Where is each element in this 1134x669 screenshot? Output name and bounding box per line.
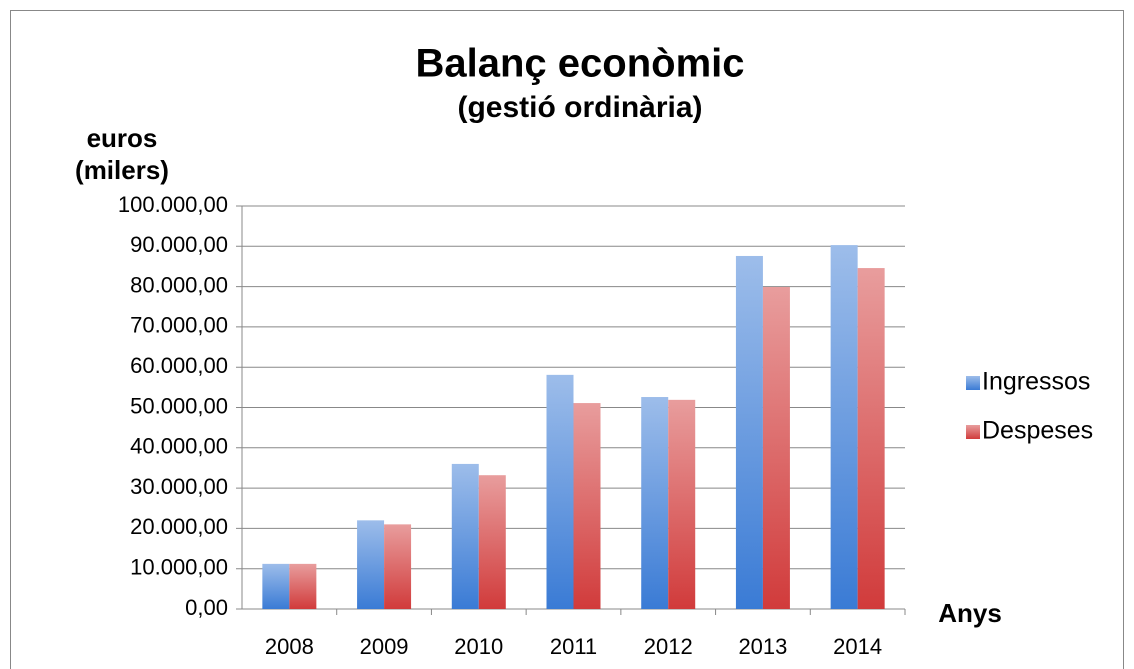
chart-subtitle: (gestió ordinària) <box>457 91 702 124</box>
y-tick-label: 0,00 <box>185 595 228 620</box>
y-tick-label: 10.000,00 <box>130 555 228 580</box>
x-axis-label: Anys <box>938 598 1002 628</box>
x-tick-label: 2012 <box>644 634 693 659</box>
bar <box>762 287 790 609</box>
y-tick-label: 90.000,00 <box>130 232 228 257</box>
x-tick-label: 2013 <box>738 634 787 659</box>
y-axis-label: (milers) <box>75 155 169 185</box>
y-tick-label: 80.000,00 <box>130 272 228 297</box>
bar <box>668 399 696 609</box>
legend-label: Ingressos <box>982 368 1090 396</box>
x-tick-label: 2011 <box>550 634 597 659</box>
legend-label: Despeses <box>982 417 1093 445</box>
bar <box>735 255 763 610</box>
y-tick-label: 100.000,00 <box>118 192 228 217</box>
bar <box>641 397 669 609</box>
bar <box>830 245 858 609</box>
x-tick-label: 2010 <box>454 634 503 659</box>
bar <box>478 475 506 609</box>
legend-swatch <box>966 425 980 439</box>
x-tick-label: 2008 <box>265 634 314 659</box>
bar <box>573 403 601 609</box>
chart-title: Balanç econòmic <box>415 42 744 86</box>
bar <box>546 374 574 609</box>
y-tick-label: 30.000,00 <box>130 474 228 499</box>
y-tick-label: 70.000,00 <box>130 313 228 338</box>
bar <box>857 268 885 609</box>
legend-swatch <box>966 376 980 390</box>
x-tick-label: 2009 <box>360 634 409 659</box>
bar <box>357 520 385 609</box>
y-axis-label: euros <box>87 123 158 153</box>
bar <box>262 563 290 609</box>
y-tick-label: 60.000,00 <box>130 353 228 378</box>
y-tick-label: 50.000,00 <box>130 393 228 418</box>
bar <box>384 524 412 609</box>
y-tick-label: 20.000,00 <box>130 514 228 539</box>
y-tick-label: 40.000,00 <box>130 434 228 459</box>
bar <box>289 563 317 609</box>
x-tick-label: 2014 <box>833 634 882 659</box>
bar <box>451 463 479 609</box>
